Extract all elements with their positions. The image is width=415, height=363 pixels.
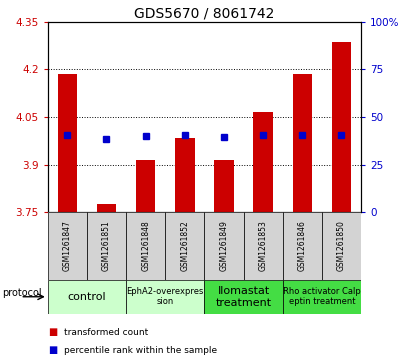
Text: GSM1261847: GSM1261847 bbox=[63, 220, 72, 272]
Bar bbox=[136, 160, 156, 212]
Text: GSM1261853: GSM1261853 bbox=[259, 220, 268, 272]
Text: percentile rank within the sample: percentile rank within the sample bbox=[64, 346, 217, 355]
Bar bbox=[283, 280, 361, 314]
Text: EphA2-overexpres
sion: EphA2-overexpres sion bbox=[127, 287, 204, 306]
Bar bbox=[97, 204, 116, 212]
Bar bbox=[48, 280, 126, 314]
Text: ■: ■ bbox=[48, 327, 57, 337]
Text: GSM1261849: GSM1261849 bbox=[220, 220, 229, 272]
Bar bbox=[244, 212, 283, 280]
Text: control: control bbox=[68, 292, 106, 302]
Bar bbox=[322, 212, 361, 280]
Bar bbox=[175, 138, 195, 212]
Text: transformed count: transformed count bbox=[64, 328, 149, 337]
Bar bbox=[332, 42, 351, 212]
Text: GSM1261848: GSM1261848 bbox=[141, 221, 150, 271]
Bar bbox=[58, 74, 77, 212]
Text: Rho activator Calp
eptin treatment: Rho activator Calp eptin treatment bbox=[283, 287, 361, 306]
Text: Ilomastat
treatment: Ilomastat treatment bbox=[215, 286, 271, 307]
Text: GSM1261846: GSM1261846 bbox=[298, 220, 307, 272]
Bar bbox=[165, 212, 204, 280]
Bar bbox=[293, 74, 312, 212]
Bar bbox=[48, 212, 87, 280]
Text: ■: ■ bbox=[48, 345, 57, 355]
Title: GDS5670 / 8061742: GDS5670 / 8061742 bbox=[134, 7, 275, 21]
Bar bbox=[205, 212, 244, 280]
Text: GSM1261850: GSM1261850 bbox=[337, 220, 346, 272]
Bar bbox=[283, 212, 322, 280]
Bar bbox=[205, 280, 283, 314]
Bar bbox=[126, 280, 205, 314]
Text: GSM1261852: GSM1261852 bbox=[180, 221, 189, 271]
Text: protocol: protocol bbox=[2, 288, 42, 298]
Bar bbox=[87, 212, 126, 280]
Bar bbox=[253, 112, 273, 212]
Bar bbox=[214, 160, 234, 212]
Bar bbox=[126, 212, 165, 280]
Text: GSM1261851: GSM1261851 bbox=[102, 221, 111, 271]
